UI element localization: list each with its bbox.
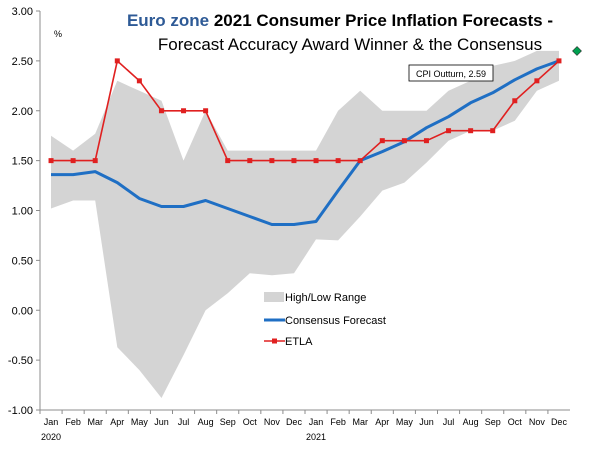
x-tick-label: Feb: [330, 417, 346, 427]
legend-label-etla: ETLA: [285, 336, 313, 348]
consensus-forecast-line: [51, 59, 560, 226]
x-tick-label: Oct: [243, 417, 258, 427]
x-tick-label: Aug: [463, 417, 479, 427]
y-tick-label: 0.00: [12, 305, 33, 317]
x-tick-label: Mar: [87, 417, 103, 427]
x-year-label: 2021: [306, 432, 326, 442]
x-axis-ticks: Jan Feb Mar Apr May Jun Jul Aug Sep Oct Nov Dec Jan F…: [39, 410, 568, 442]
legend-label-range: High/Low Range: [285, 292, 366, 304]
chart-title: Euro zone 2021 Consumer Price Inflation …: [127, 11, 553, 30]
etla-point: [92, 158, 98, 164]
outturn-label: CPI Outturn, 2.59: [416, 69, 486, 79]
etla-point: [269, 158, 275, 164]
y-tick-label: -0.50: [8, 355, 33, 367]
x-tick-label: Jul: [443, 417, 455, 427]
legend-marker-etla: [272, 338, 277, 344]
chart-title-rest: 2021 Consumer Price Inflation Forecasts …: [209, 11, 553, 30]
chart-subtitle: Forecast Accuracy Award Winner & the Con…: [158, 35, 542, 54]
series-layer: [48, 58, 562, 226]
x-tick-label: May: [131, 417, 149, 427]
etla-point: [181, 108, 187, 114]
etla-point: [512, 98, 518, 104]
x-tick-label: Oct: [508, 417, 523, 427]
x-tick-label: Jun: [154, 417, 169, 427]
etla-line: [51, 59, 560, 162]
etla-point: [136, 78, 142, 84]
y-tick-label: 1.00: [12, 206, 33, 218]
x-year-label: 2020: [41, 432, 61, 442]
etla-point: [534, 78, 540, 84]
etla-point: [446, 128, 452, 134]
x-tick-label: Dec: [286, 417, 303, 427]
etla-point: [313, 158, 319, 164]
etla-point: [401, 138, 407, 144]
x-tick-label: Aug: [198, 417, 214, 427]
etla-point: [335, 158, 341, 164]
x-tick-label: Jan: [44, 417, 59, 427]
y-tick-label: 2.00: [12, 106, 33, 118]
outturn-layer: CPI Outturn, 2.59: [408, 46, 582, 82]
etla-point: [556, 58, 562, 64]
etla-point: [225, 158, 231, 164]
x-tick-label: May: [396, 417, 414, 427]
etla-point: [247, 158, 253, 164]
etla-point: [357, 158, 363, 164]
etla-point: [114, 58, 120, 64]
x-tick-label: Apr: [375, 417, 389, 427]
legend: High/Low Range Consensus Forecast ETLA: [264, 292, 386, 348]
etla-point: [379, 138, 385, 144]
chart-title-accent: Euro zone: [127, 11, 209, 30]
y-tick-label: 2.50: [12, 56, 33, 68]
etla-point: [203, 108, 209, 114]
etla-point: [70, 158, 76, 164]
y-unit-label: %: [54, 29, 62, 39]
legend-swatch-range: [264, 292, 284, 302]
y-axis-ticks: 3.00 2.50 2.00 1.50 1.00 0.50 0.00 -0.50 -1.00: [8, 6, 40, 417]
x-tick-label: Sep: [485, 417, 501, 427]
etla-point: [423, 138, 429, 144]
etla-point: [48, 158, 54, 164]
y-tick-label: -1.00: [8, 405, 33, 417]
x-tick-label: Dec: [551, 417, 568, 427]
y-tick-label: 3.00: [12, 6, 33, 18]
etla-point: [158, 108, 164, 114]
x-tick-label: Apr: [110, 417, 124, 427]
x-tick-label: Mar: [352, 417, 368, 427]
outturn-marker: [572, 46, 582, 56]
x-tick-label: Nov: [264, 417, 281, 427]
legend-label-consensus: Consensus Forecast: [285, 315, 386, 327]
outturn-label-box: [408, 64, 494, 82]
y-tick-label: 1.50: [12, 156, 33, 168]
x-tick-label: Nov: [529, 417, 546, 427]
etla-point: [291, 158, 297, 164]
etla-point: [468, 128, 474, 134]
x-tick-label: Feb: [65, 417, 81, 427]
y-tick-label: 0.50: [12, 255, 33, 267]
x-tick-label: Sep: [220, 417, 236, 427]
etla-point: [490, 128, 496, 134]
x-tick-label: Jul: [178, 417, 190, 427]
x-tick-label: Jan: [309, 417, 324, 427]
x-tick-label: Jun: [419, 417, 434, 427]
